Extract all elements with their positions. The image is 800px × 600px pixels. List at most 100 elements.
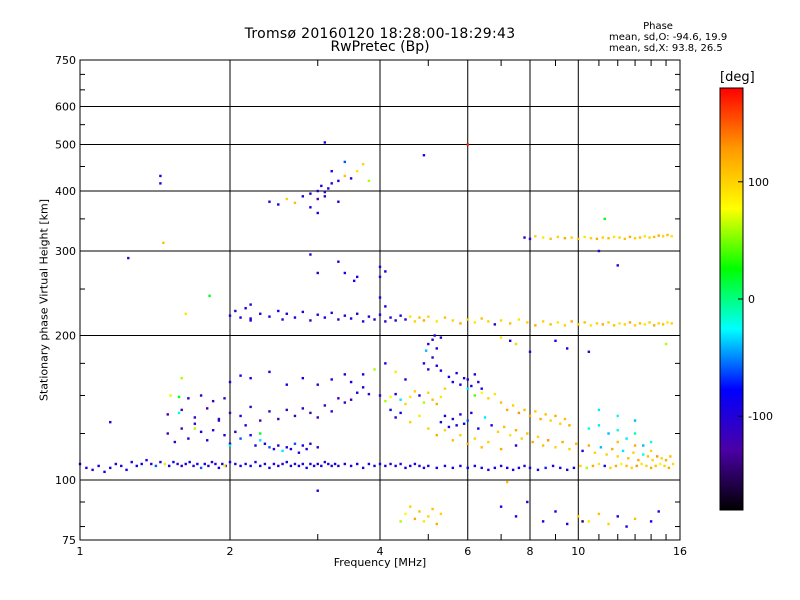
data-point bbox=[633, 324, 637, 327]
data-point bbox=[455, 371, 458, 375]
data-point bbox=[320, 184, 323, 188]
data-point bbox=[409, 464, 412, 468]
data-point bbox=[228, 411, 232, 415]
data-point bbox=[517, 466, 521, 470]
data-point bbox=[451, 466, 455, 470]
data-point bbox=[603, 217, 606, 221]
x-tick-label: 1 bbox=[77, 545, 84, 558]
data-point bbox=[649, 440, 653, 444]
data-point bbox=[217, 417, 221, 421]
data-point bbox=[399, 411, 402, 415]
data-point bbox=[528, 237, 532, 241]
data-point bbox=[249, 464, 252, 468]
data-point bbox=[502, 425, 506, 429]
data-point bbox=[305, 466, 308, 470]
data-point bbox=[508, 322, 512, 325]
data-point bbox=[480, 446, 483, 449]
data-point bbox=[361, 466, 365, 470]
data-point bbox=[520, 437, 523, 440]
data-point bbox=[367, 392, 371, 396]
colorbar-ticks: 100 0 -100 bbox=[738, 176, 773, 423]
data-point bbox=[599, 446, 603, 449]
data-point bbox=[587, 350, 591, 353]
data-point bbox=[473, 464, 477, 468]
data-point bbox=[577, 515, 580, 518]
data-point bbox=[651, 458, 654, 462]
data-point bbox=[167, 464, 171, 468]
data-point bbox=[184, 312, 187, 315]
data-point bbox=[254, 444, 257, 447]
data-point bbox=[508, 339, 512, 343]
data-point bbox=[487, 440, 490, 444]
data-point bbox=[435, 466, 438, 470]
data-point bbox=[654, 464, 657, 468]
data-point bbox=[323, 404, 327, 407]
data-point bbox=[330, 311, 333, 315]
data-point bbox=[177, 395, 181, 399]
data-point bbox=[556, 321, 560, 324]
data-point bbox=[511, 468, 515, 472]
data-point bbox=[249, 303, 252, 306]
data-point bbox=[544, 413, 547, 416]
data-point bbox=[638, 236, 642, 239]
data-point bbox=[570, 320, 573, 323]
data-point bbox=[565, 468, 569, 472]
data-point bbox=[666, 321, 669, 324]
data-point bbox=[618, 322, 621, 325]
data-point bbox=[285, 312, 288, 315]
data-point bbox=[480, 387, 483, 390]
data-point bbox=[217, 466, 221, 470]
data-point bbox=[649, 449, 653, 453]
data-point bbox=[638, 322, 642, 325]
data-point bbox=[349, 380, 353, 384]
data-point bbox=[309, 319, 312, 322]
data-point bbox=[249, 376, 252, 380]
data-point bbox=[514, 515, 518, 518]
data-point bbox=[616, 455, 619, 458]
plot-grid bbox=[80, 60, 680, 540]
data-point bbox=[499, 401, 503, 404]
data-point bbox=[166, 432, 169, 435]
data-point bbox=[427, 342, 430, 346]
data-point bbox=[394, 392, 397, 396]
data-point bbox=[272, 462, 276, 466]
data-point bbox=[561, 440, 564, 444]
data-point bbox=[587, 427, 591, 430]
data-point bbox=[169, 394, 172, 397]
data-point bbox=[293, 414, 297, 418]
data-point bbox=[293, 201, 297, 205]
data-point bbox=[249, 405, 252, 409]
data-point bbox=[228, 442, 232, 445]
data-point bbox=[125, 468, 128, 472]
data-point bbox=[514, 342, 518, 346]
data-point bbox=[541, 444, 545, 447]
data-point bbox=[526, 500, 529, 504]
data-point bbox=[633, 517, 637, 521]
data-point bbox=[268, 200, 271, 203]
data-point bbox=[228, 444, 232, 447]
data-point bbox=[316, 446, 319, 449]
data-point bbox=[193, 416, 197, 419]
data-point bbox=[664, 458, 668, 462]
data-point bbox=[330, 169, 333, 173]
data-point bbox=[97, 464, 100, 468]
data-point bbox=[559, 422, 562, 425]
data-point bbox=[628, 235, 632, 239]
data-point bbox=[316, 462, 319, 466]
data-point bbox=[259, 464, 262, 468]
data-point bbox=[373, 464, 376, 468]
data-point bbox=[394, 464, 397, 468]
data-point bbox=[413, 462, 417, 466]
data-point bbox=[309, 462, 312, 466]
data-point bbox=[451, 417, 455, 421]
data-point bbox=[399, 462, 402, 466]
data-point bbox=[646, 455, 650, 458]
data-point bbox=[563, 324, 567, 327]
data-point bbox=[466, 419, 469, 422]
data-point bbox=[597, 424, 601, 427]
data-point bbox=[211, 429, 215, 432]
data-point bbox=[531, 440, 534, 444]
data-point bbox=[384, 305, 387, 308]
data-point bbox=[214, 462, 217, 466]
x-tick-label: 16 bbox=[673, 545, 687, 558]
